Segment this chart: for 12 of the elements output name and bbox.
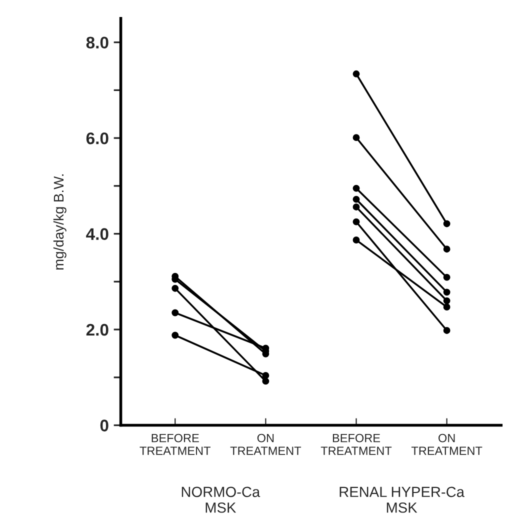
- y-tick-label: 4.0: [86, 228, 108, 240]
- text: NORMO-Ca MSK: [182, 486, 260, 513]
- x-tick-label: ON TREATMENT: [411, 434, 482, 455]
- y-tick-label: 8.0: [86, 36, 108, 49]
- text: RENAL HYPER-Ca MSK: [340, 486, 464, 513]
- y-tick-label: 0: [100, 420, 108, 432]
- y-tick-label: 2.0: [86, 324, 108, 336]
- y-tick-label: 6.0: [86, 132, 108, 144]
- y-axis-title: mg/day/kg B.W.: [53, 174, 66, 270]
- x-tick-label: ON TREATMENT: [230, 434, 302, 455]
- x-tick-label: BEFORE TREATMENT: [320, 434, 392, 455]
- x-tick-label: BEFORE TREATMENT: [140, 434, 210, 455]
